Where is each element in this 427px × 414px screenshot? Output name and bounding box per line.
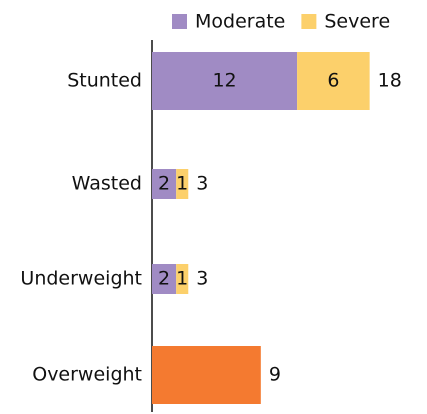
bar-segment	[152, 346, 261, 404]
category-label: Wasted	[72, 173, 142, 195]
segment-label: 2	[158, 173, 170, 195]
legend-label: Moderate	[195, 11, 285, 33]
bar-segment	[152, 264, 177, 294]
bar-segment	[176, 169, 189, 199]
category-label: Underweight	[20, 268, 142, 290]
legend-swatch	[301, 14, 317, 29]
segment-label: 12	[212, 70, 236, 92]
bar-segment	[176, 264, 189, 294]
category-label: Overweight	[32, 364, 142, 386]
total-label: 9	[269, 364, 281, 386]
total-label: 3	[196, 173, 208, 195]
bar-segment	[297, 52, 370, 110]
category-label: Stunted	[67, 70, 142, 92]
segment-label: 6	[327, 70, 339, 92]
bar-segment	[152, 169, 177, 199]
segment-label: 2	[158, 268, 170, 290]
bar-segment	[152, 52, 298, 110]
legend-swatch	[172, 14, 187, 29]
segment-label: 1	[176, 268, 188, 290]
segment-label: 1	[176, 173, 188, 195]
legend-label: Severe	[324, 11, 390, 33]
total-label: 3	[196, 268, 208, 290]
total-label: 18	[378, 70, 402, 92]
